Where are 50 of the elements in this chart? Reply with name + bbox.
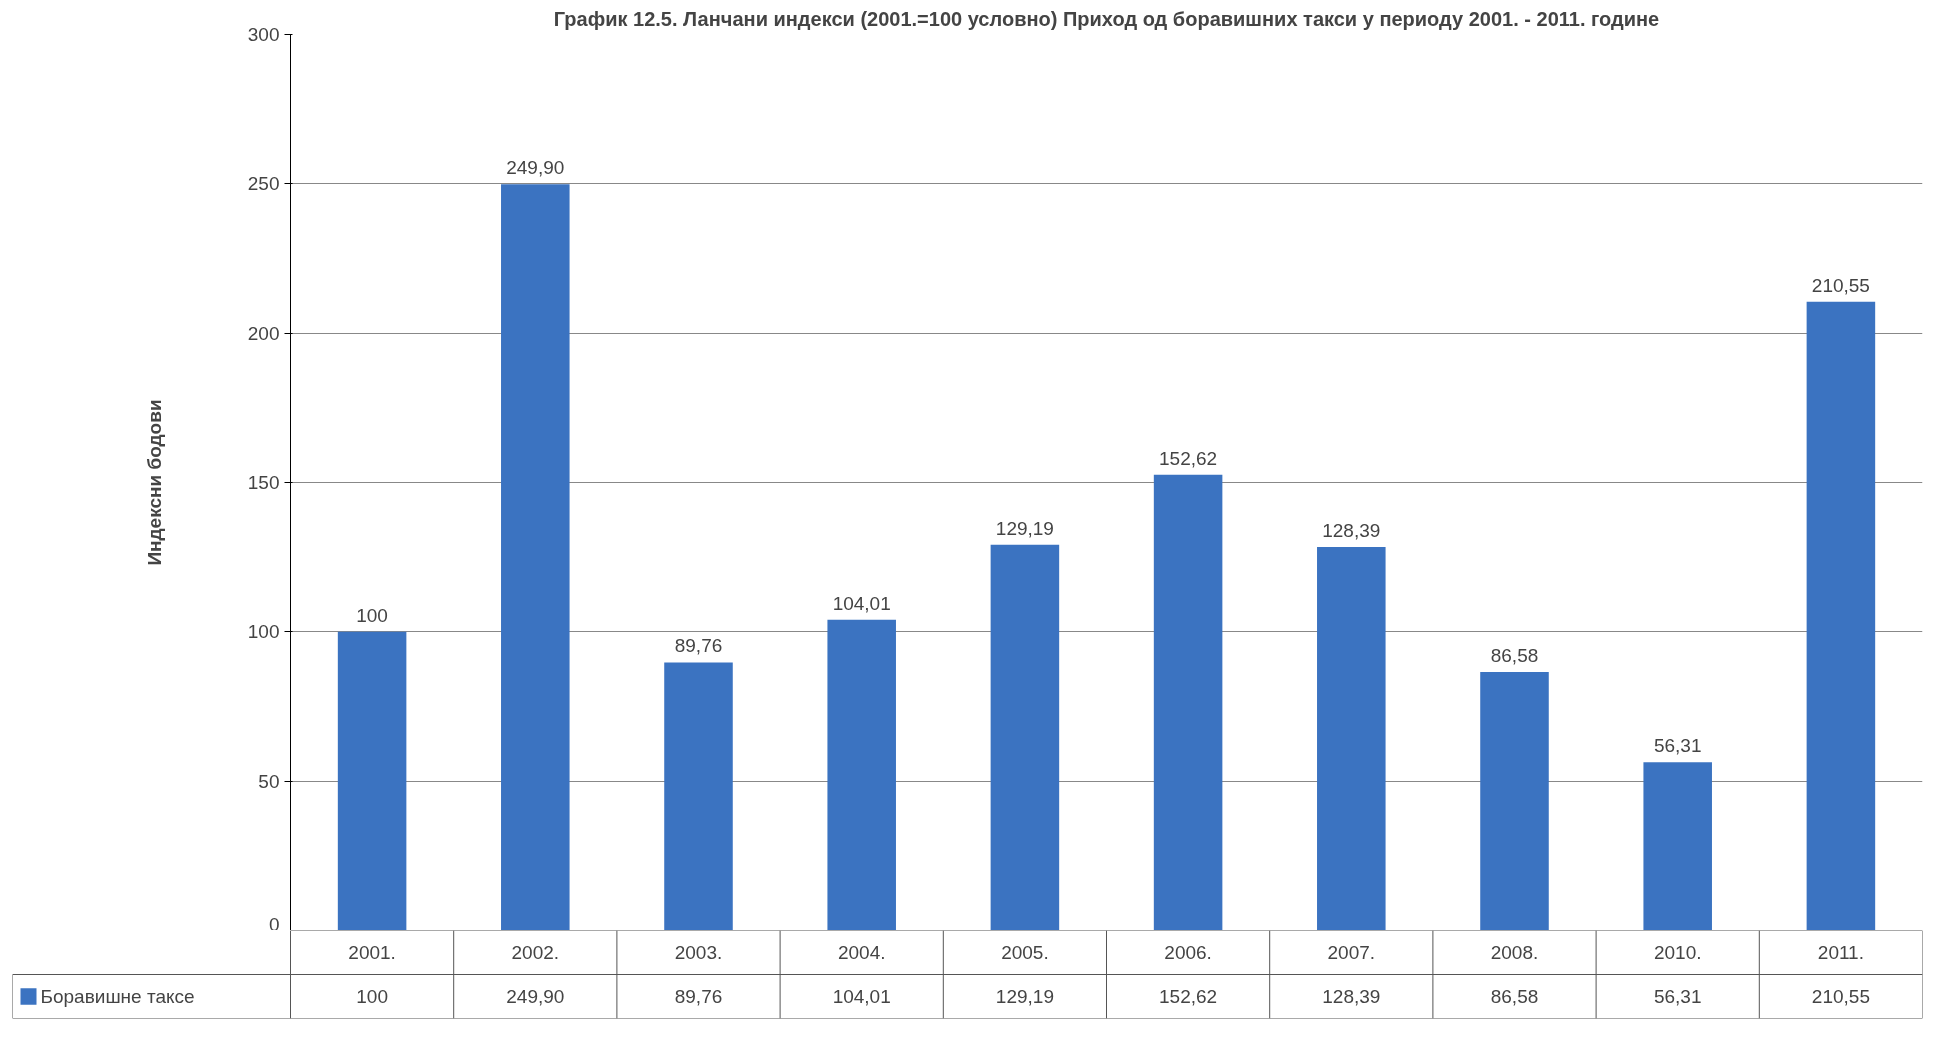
data-label: 129,19 [995,986,1054,1007]
data-label: 104,01 [832,986,891,1007]
x-tick-label: 2005. [1001,942,1049,963]
y-tick-label: 0 [268,913,280,935]
text: 56,31 [1653,735,1702,757]
bar [990,544,1060,930]
text: 129,19 [995,517,1054,539]
text: 128,39 [1322,520,1381,542]
data-label: 249,90 [506,986,565,1007]
bar [827,619,896,930]
text: 89,76 [674,635,723,657]
text: 104,01 [832,592,891,614]
y-tick-label: 250 [247,173,280,195]
text: 152,62 [1159,447,1218,469]
bar [1806,301,1876,930]
y-tick-label: 100 [247,621,280,643]
bar [664,662,733,930]
y-tick-label: 150 [247,472,280,493]
legend-label: Боравишне таксе [40,986,195,1007]
data-label: 210,55 [1811,986,1870,1007]
y-tick-label: 50 [258,770,280,792]
data-label: 89,76 [674,986,723,1007]
x-tick-label: 2011. [1817,942,1864,963]
data-label: 128,39 [1322,986,1381,1007]
x-tick-label: 2001. [348,942,396,963]
data-label: 86,58 [1490,986,1539,1007]
x-tick-label: 2007. [1327,942,1376,963]
bar [1643,762,1712,930]
y-axis-title: Индексни бодови [143,399,165,566]
x-tick-label: 2004. [837,942,886,963]
text: 249,90 [506,157,565,179]
x-tick-label: 2006. [1164,942,1212,963]
bar [337,631,407,930]
bar [1480,671,1549,930]
data-label: 56,31 [1653,986,1702,1007]
x-tick-label: 2003. [674,942,723,963]
bar [1317,547,1386,930]
y-tick-label: 200 [247,322,280,344]
x-tick-label: 2008. [1490,942,1539,963]
bar [501,184,570,930]
text: 100 [356,604,388,626]
x-tick-label: 2002. [511,942,560,963]
y-tick-label: 300 [247,24,280,45]
data-label: 100 [356,986,388,1007]
text: 210,55 [1811,274,1870,296]
bar [1153,474,1223,930]
data-label: 152,62 [1159,986,1218,1007]
text: 86,58 [1490,644,1539,666]
x-tick-label: 2010. [1653,942,1702,963]
chart-title: График 12.5. Ланчани индекси (2001.=100 условно) Приход од боравишних такси у периоду 2001. - 2011. године [553,7,1660,30]
